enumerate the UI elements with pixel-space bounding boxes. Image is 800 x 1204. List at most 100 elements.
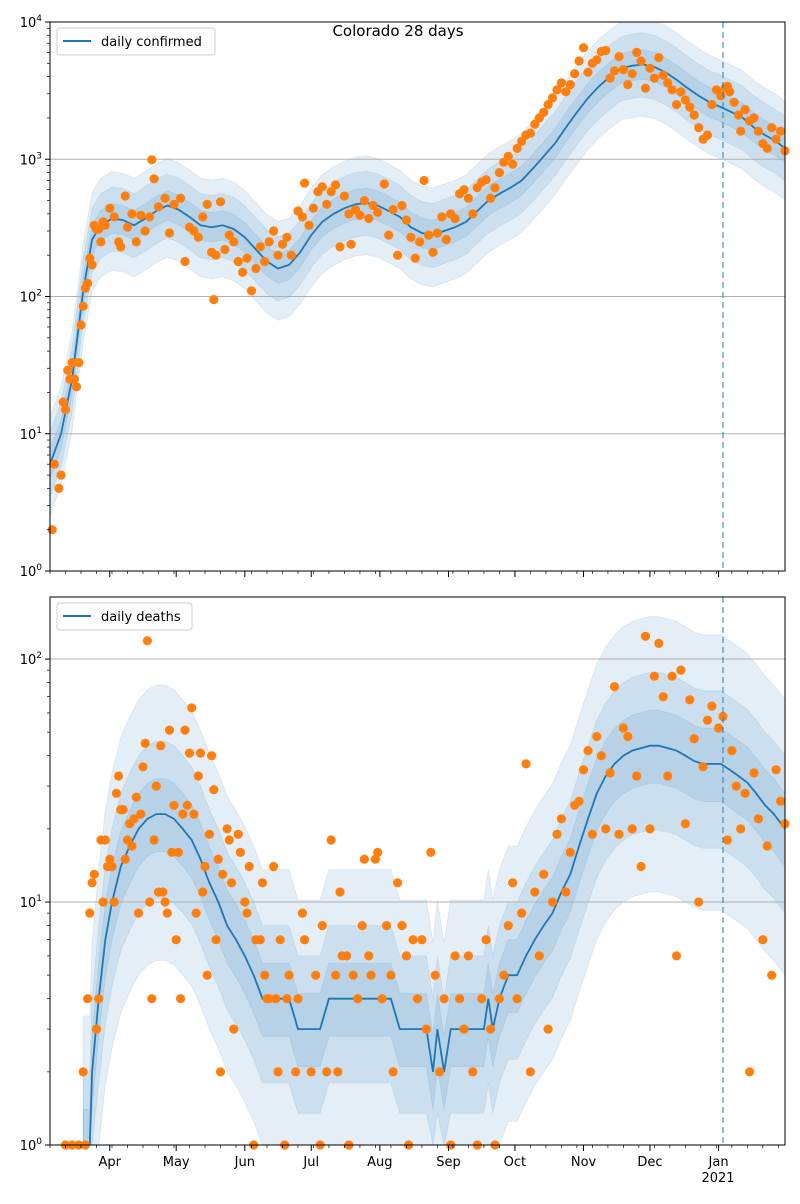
deaths-observed-point: [512, 994, 522, 1004]
confirmed-observed-point: [251, 263, 261, 274]
deaths-observed-point: [176, 994, 186, 1004]
deaths-observed-point: [83, 994, 93, 1004]
deaths-observed-point: [209, 785, 219, 795]
confirmed-band-inner: [50, 49, 785, 480]
deaths-observed-point: [222, 824, 232, 834]
confirmed-observed-point: [432, 228, 442, 238]
deaths-observed-point: [676, 665, 686, 675]
deaths-observed-point: [689, 734, 699, 744]
deaths-observed-point: [91, 1024, 102, 1034]
deaths-observed-point: [229, 1024, 239, 1034]
confirmed-observed-point: [233, 256, 243, 267]
confirmed-observed-point: [654, 53, 664, 63]
confirmed-observed-point: [410, 253, 420, 263]
confirmed-observed-point: [109, 212, 119, 222]
confirmed-observed-point: [100, 220, 110, 230]
confirmed-observed-point: [636, 56, 646, 66]
deaths-observed-point: [100, 835, 110, 845]
deaths-observed-point: [233, 829, 243, 839]
confirmed-observed-point: [308, 203, 318, 213]
deaths-observed-point: [517, 908, 527, 918]
deaths-observed-point: [521, 759, 531, 769]
x-tick-label: Nov: [571, 1155, 597, 1170]
deaths-observed-point: [311, 970, 321, 980]
confirmed-observed-point: [570, 69, 580, 79]
deaths-observed-point: [640, 631, 651, 641]
confirmed-observed-point: [131, 237, 141, 247]
deaths-observed-point: [260, 970, 270, 980]
deaths-observed-point: [412, 994, 423, 1004]
confirmed-observed-point: [401, 215, 411, 225]
deaths-observed-point: [552, 829, 562, 839]
deaths-observed-point: [275, 935, 285, 945]
deaths-observed-point: [357, 921, 367, 931]
deaths-observed-point: [359, 854, 369, 864]
deaths-observed-point: [373, 847, 383, 858]
deaths-observed-point: [714, 723, 724, 733]
deaths-observed-point: [142, 636, 152, 646]
deaths-observed-point: [171, 935, 181, 945]
confirmed-observed-point: [116, 242, 126, 252]
deaths-observed-point: [282, 994, 292, 1004]
x-tick-label: May: [163, 1155, 190, 1170]
confirmed-observed-point: [776, 126, 786, 136]
deaths-observed-point: [430, 970, 440, 980]
confirmed-observed-point: [282, 232, 292, 242]
deaths-observed-points: [60, 631, 790, 1150]
deaths-observed-point: [300, 935, 310, 945]
confirmed-observed-point: [601, 45, 611, 56]
confirmed-observed-point: [680, 95, 691, 105]
confirmed-observed-point: [145, 212, 155, 222]
deaths-observed-point: [114, 771, 124, 781]
deaths-observed-point: [193, 771, 203, 781]
confirmed-observed-point: [736, 126, 746, 136]
deaths-observed-point: [435, 1067, 445, 1077]
confirmed-observed-point: [762, 143, 772, 153]
deaths-observed-point: [753, 814, 764, 824]
confirmed-observed-point: [269, 226, 279, 236]
deaths-observed-point: [722, 835, 733, 845]
deaths-observed-point: [149, 835, 159, 845]
deaths-observed-point: [762, 841, 772, 851]
deaths-observed-point: [131, 792, 141, 802]
confirmed-observed-point: [437, 212, 447, 222]
confirmed-observed-point: [220, 244, 230, 255]
confirmed-observed-point: [614, 52, 624, 62]
confirmed-observed-point: [658, 70, 668, 80]
confirmed-observed-point: [508, 159, 518, 169]
deaths-observed-point: [718, 711, 728, 722]
confirmed-observed-point: [76, 320, 86, 330]
deaths-observed-point: [740, 788, 750, 799]
deaths-observed-point: [127, 841, 137, 851]
deaths-observed-point: [284, 970, 294, 980]
deaths-observed-point: [120, 854, 130, 864]
confirmed-observed-point: [169, 199, 179, 209]
confirmed-observed-point: [459, 185, 469, 195]
confirmed-observed-point: [149, 174, 159, 184]
deaths-observed-point: [151, 781, 161, 791]
confirmed-y-ticks: 100 101 102 103 104: [20, 14, 50, 580]
confirmed-observed-point: [69, 374, 79, 384]
deaths-observed-point: [654, 638, 664, 649]
deaths-observed-point: [291, 1067, 301, 1077]
confirmed-observed-point: [339, 191, 349, 201]
deaths-observed-point: [226, 878, 237, 888]
deaths-observed-point: [667, 671, 677, 681]
confirmed-observed-point: [618, 65, 629, 75]
confirmed-observed-point: [326, 187, 336, 197]
deaths-observed-point: [623, 731, 633, 742]
deaths-observed-point: [698, 762, 708, 772]
deaths-observed-point: [94, 994, 104, 1004]
confirmed-observed-point: [67, 358, 77, 368]
deaths-observed-point: [244, 861, 254, 872]
deaths-observed-point: [702, 715, 713, 725]
deaths-observed-point: [388, 1067, 398, 1077]
deaths-observed-point: [78, 1067, 88, 1077]
deaths-observed-point: [503, 921, 513, 931]
confirmed-observed-point: [72, 382, 82, 392]
deaths-observed-point: [207, 751, 217, 761]
deaths-observed-point: [408, 935, 418, 945]
year-label: 2021: [701, 1171, 734, 1186]
confirmed-observed-point: [355, 210, 365, 220]
